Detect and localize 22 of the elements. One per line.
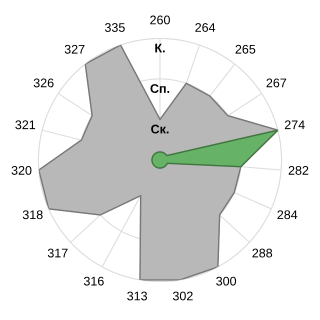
- spoke-label: 327: [64, 44, 84, 54]
- spoke-label: 318: [22, 210, 43, 220]
- spoke-label: 264: [195, 23, 216, 32]
- spoke-label: 313: [127, 292, 148, 300]
- spoke-label: 317: [48, 248, 68, 258]
- y-tick-label: Сп.: [150, 84, 170, 93]
- spoke-label: 284: [277, 210, 298, 220]
- spoke-label: 321: [15, 120, 36, 130]
- spoke-label: 300: [216, 276, 236, 286]
- spoke-label: 316: [84, 276, 104, 286]
- spoke-label: 282: [288, 166, 308, 175]
- y-tick-label: Ск.: [151, 124, 169, 134]
- spoke-label: 274: [284, 120, 305, 130]
- spoke-label: 267: [266, 78, 286, 88]
- spoke-label: 265: [236, 44, 256, 54]
- spoke-label: 302: [172, 292, 193, 300]
- spoke-label: 326: [34, 78, 54, 88]
- spoke-label: 260: [150, 16, 170, 24]
- spoke-label: 335: [104, 23, 125, 32]
- y-tick-label: К.: [155, 44, 165, 52]
- spoke-label: 320: [12, 166, 32, 175]
- spoke-label: 288: [252, 248, 272, 258]
